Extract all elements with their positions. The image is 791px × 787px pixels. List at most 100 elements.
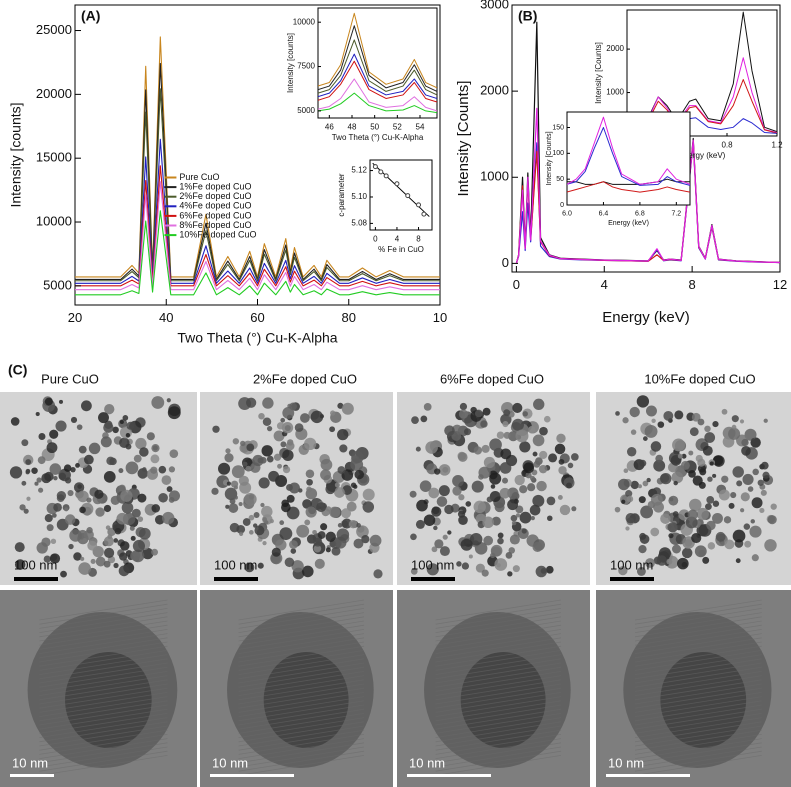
data-point — [421, 211, 427, 217]
particle — [166, 486, 173, 492]
particle — [316, 502, 327, 513]
particle — [475, 563, 485, 573]
lattice-fringe — [634, 729, 762, 751]
y-tick-label: 0 — [560, 202, 564, 209]
plot-content — [515, 21, 780, 264]
lattice-fringe — [634, 746, 762, 768]
series-line — [318, 78, 437, 112]
particle — [494, 502, 505, 513]
particle — [254, 525, 265, 536]
particle — [678, 509, 690, 521]
y-tick-label: 1000 — [606, 88, 624, 97]
particle — [618, 478, 630, 491]
particle — [558, 466, 567, 475]
particle — [461, 562, 470, 570]
particle — [434, 539, 444, 549]
particle — [146, 432, 155, 441]
lattice-fringe — [634, 654, 762, 675]
particle — [674, 410, 684, 420]
particle — [224, 453, 234, 463]
lattice-fringe — [39, 603, 168, 625]
particle — [491, 516, 501, 526]
particle — [142, 467, 147, 472]
lattice-fringe — [435, 675, 562, 696]
lattice-fringe — [238, 633, 365, 654]
particle — [463, 428, 472, 436]
lattice-fringe — [435, 679, 562, 701]
particle — [341, 508, 352, 519]
lattice-fringe — [238, 658, 365, 680]
particle — [133, 454, 142, 463]
particle — [161, 475, 172, 485]
particle — [651, 418, 656, 423]
x-axis-title: Energy (keV) — [602, 309, 690, 326]
legend-label: 1%Fe doped CuO — [179, 181, 251, 191]
lattice-fringe — [238, 750, 365, 772]
particle — [650, 527, 660, 537]
particle — [239, 531, 244, 537]
particle — [103, 536, 114, 547]
particle — [530, 516, 535, 521]
y-tick-label: 3000 — [480, 0, 509, 11]
particle — [740, 508, 745, 513]
particle — [37, 456, 46, 465]
y-tick-label: 1000 — [480, 169, 509, 184]
y-tick-label: 0 — [502, 255, 509, 270]
particle — [629, 406, 640, 418]
particle — [650, 441, 662, 452]
particle — [53, 475, 58, 481]
scale-bar-label: 10 nm — [212, 755, 248, 770]
particle — [521, 528, 527, 534]
lattice-fringe — [39, 645, 168, 667]
particle — [458, 494, 465, 501]
particle — [752, 468, 759, 476]
particle — [98, 412, 109, 424]
particle — [129, 525, 135, 531]
particle — [712, 420, 719, 428]
particle — [288, 482, 300, 494]
lattice-fringe — [435, 608, 562, 629]
y-axis-title: c-parameter — [337, 173, 346, 216]
lattice-fringe — [435, 738, 562, 759]
particle — [457, 452, 468, 462]
y-axis-title: Intensity [counts] — [8, 102, 24, 207]
particle — [652, 487, 662, 497]
y-axis-title: Intensity [Counts] — [546, 131, 553, 185]
particle — [626, 495, 634, 503]
particle — [81, 400, 92, 412]
data-point — [394, 181, 400, 187]
particle — [515, 429, 529, 443]
lattice-fringe — [634, 708, 762, 730]
particle — [723, 516, 732, 524]
lattice-fringe — [634, 700, 762, 722]
lattice-fringe — [634, 641, 762, 663]
particle — [539, 426, 548, 436]
particle — [125, 432, 131, 438]
particle — [626, 447, 637, 457]
lattice-fringe — [238, 742, 365, 764]
particle — [230, 480, 239, 488]
particle — [483, 456, 496, 469]
x-tick-label: 6.0 — [562, 210, 572, 217]
particle — [614, 506, 621, 513]
lattice-fringe — [634, 620, 762, 642]
lattice-fringe — [435, 729, 562, 751]
particle — [362, 488, 375, 501]
particle — [622, 417, 629, 424]
particle — [688, 498, 702, 512]
particle — [623, 468, 629, 474]
x-tick-label: 7.2 — [671, 210, 681, 217]
particle — [712, 473, 717, 478]
y-tick-label: 5000 — [297, 106, 315, 115]
particle — [482, 516, 494, 529]
particle — [741, 445, 751, 456]
particle — [348, 519, 358, 529]
legend-label: 6%Fe doped CuO — [179, 210, 251, 220]
particle — [515, 513, 521, 518]
particle — [751, 497, 763, 509]
lattice-fringe — [435, 624, 562, 646]
particle — [507, 499, 519, 511]
tem-image — [596, 392, 791, 585]
particle — [151, 444, 160, 453]
x-tick-label: 0 — [513, 277, 520, 292]
